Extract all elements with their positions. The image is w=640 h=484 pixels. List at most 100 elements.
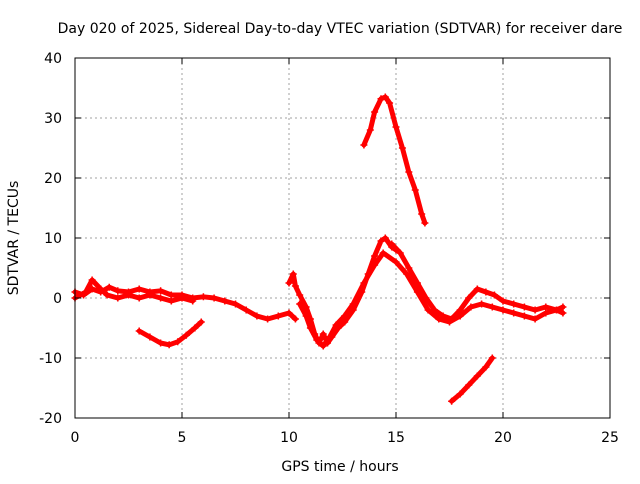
data-point-marker [366, 126, 374, 134]
data-point-marker [473, 285, 481, 293]
series-arc-late-upper [388, 240, 567, 323]
x-tick-label: 0 [71, 430, 80, 446]
data-point-marker [413, 279, 421, 287]
data-point-marker [221, 297, 229, 305]
data-point-marker [332, 321, 340, 329]
data-point-marker [319, 342, 327, 350]
data-point-marker [341, 312, 349, 320]
y-tick-label: 40 [44, 51, 62, 67]
data-point-marker [165, 341, 173, 349]
data-point-marker [531, 306, 539, 314]
x-tick-label: 5 [178, 430, 187, 446]
data-point-marker [289, 270, 297, 278]
data-point-marker [490, 291, 498, 299]
data-point-marker [264, 315, 272, 323]
data-point-marker [398, 144, 406, 152]
data-point-marker [302, 312, 310, 320]
data-point-marker [421, 219, 429, 227]
data-point-marker [88, 276, 96, 284]
data-point-marker [182, 331, 190, 339]
data-point-marker [114, 287, 122, 295]
series-arc-peak [360, 93, 429, 227]
data-point-marker [424, 306, 432, 314]
grid-lines [75, 58, 610, 418]
data-point-marker [291, 315, 299, 323]
data-point-marker [499, 306, 507, 314]
data-point-marker [296, 300, 304, 308]
data-point-marker [386, 99, 394, 107]
data-point-marker [418, 210, 426, 218]
data-point-marker [349, 300, 357, 308]
series-line [297, 250, 566, 349]
series-arc-dip-early [135, 318, 205, 349]
data-point-marker [439, 312, 447, 320]
data-point-marker [405, 168, 413, 176]
data-point-marker [465, 381, 473, 389]
series-arc-late-dip [448, 354, 496, 405]
data-point-marker [510, 309, 518, 317]
data-point-marker [542, 303, 550, 311]
data-point-marker [431, 306, 439, 314]
data-point-marker [360, 141, 368, 149]
data-point-marker [167, 297, 175, 305]
data-point-marker [388, 240, 396, 248]
data-point-marker [135, 294, 143, 302]
data-point-marker [242, 306, 250, 314]
data-point-marker [396, 249, 404, 257]
y-tick-label: 30 [44, 111, 62, 127]
data-point-marker [274, 312, 282, 320]
data-point-marker [157, 339, 165, 347]
data-point-marker [291, 282, 299, 290]
data-point-marker [467, 303, 475, 311]
data-point-marker [306, 324, 314, 332]
y-axis-label: SDTVAR / TECUs [6, 181, 22, 296]
data-point-marker [82, 288, 90, 296]
data-point-marker [465, 294, 473, 302]
data-point-marker [157, 294, 165, 302]
data-point-marker [285, 309, 293, 317]
data-point-marker [553, 306, 560, 314]
data-point-marker [114, 294, 122, 302]
data-point-marker [157, 287, 165, 295]
data-point-marker [377, 237, 385, 245]
y-tick-label: 20 [44, 171, 62, 187]
data-point-marker [381, 93, 389, 101]
data-point-marker [542, 309, 550, 317]
axis-ticks: 0 5 10 15 20 25 -20 -10 0 10 20 30 40 [39, 51, 619, 446]
data-point-marker [448, 397, 456, 405]
y-tick-label: 10 [44, 231, 62, 247]
data-point-marker [146, 333, 154, 341]
data-point-marker [371, 261, 379, 269]
data-point-marker [191, 324, 199, 332]
series-line [136, 319, 204, 348]
series-arc-main-early-band [71, 276, 197, 305]
data-point-marker [499, 297, 507, 305]
data-point-marker [448, 315, 456, 323]
series-group [71, 93, 567, 405]
data-point-marker [197, 318, 205, 326]
data-point-marker [178, 294, 186, 302]
data-point-marker [174, 338, 182, 346]
data-point-marker [371, 252, 379, 260]
series-line [361, 94, 428, 226]
x-axis-label: GPS time / hours [281, 459, 398, 475]
data-point-marker [559, 303, 567, 311]
data-point-marker [189, 297, 197, 305]
data-point-marker [313, 336, 321, 344]
data-point-marker [105, 283, 113, 291]
data-point-marker [253, 312, 261, 320]
data-point-marker [456, 306, 464, 314]
data-point-marker [411, 186, 419, 194]
y-tick-label: -10 [39, 351, 62, 367]
data-point-marker [482, 288, 490, 296]
series-line [449, 355, 495, 404]
data-point-marker [422, 294, 430, 302]
data-point-marker [232, 300, 239, 308]
series-arc-main-early [71, 283, 299, 323]
x-tick-label: 20 [494, 430, 512, 446]
data-point-marker [135, 327, 143, 335]
x-tick-label: 15 [387, 430, 405, 446]
data-point-marker [167, 291, 175, 299]
